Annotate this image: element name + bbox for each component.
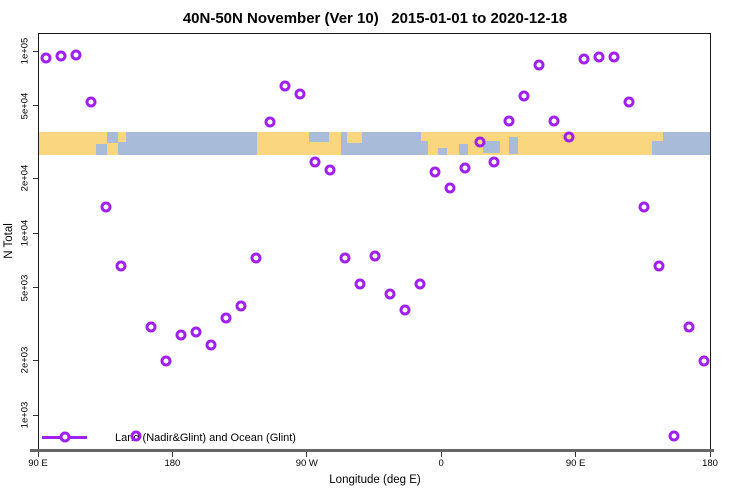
data-point bbox=[563, 131, 575, 143]
map-band bbox=[39, 131, 710, 155]
x-axis-tick bbox=[440, 451, 442, 457]
data-point bbox=[638, 201, 650, 213]
x-axis-tick bbox=[709, 451, 711, 457]
data-point bbox=[399, 304, 411, 316]
data-point bbox=[384, 288, 396, 300]
data-point bbox=[339, 252, 351, 264]
y-axis-title: N Total bbox=[3, 223, 15, 259]
x-axis-baseline bbox=[30, 449, 714, 452]
data-point bbox=[235, 300, 247, 312]
data-point bbox=[220, 312, 232, 324]
water-patch bbox=[509, 137, 519, 154]
y-axis-tick bbox=[33, 177, 38, 179]
data-point bbox=[100, 201, 112, 213]
data-point bbox=[294, 88, 306, 100]
data-point bbox=[414, 278, 426, 290]
x-axis-tick bbox=[171, 451, 173, 457]
data-point bbox=[85, 96, 97, 108]
land-segment bbox=[346, 131, 362, 144]
water-patch bbox=[95, 144, 107, 155]
data-point bbox=[623, 96, 635, 108]
chart-title: 40N-50N November (Ver 10) 2015-01-01 to … bbox=[182, 10, 568, 27]
y-axis-tick-label: 5e+03 bbox=[19, 274, 31, 302]
plot-area: Land (Nadir&Glint) and Ocean (Glint) bbox=[38, 33, 711, 450]
data-point bbox=[488, 156, 500, 168]
y-axis-tick bbox=[33, 287, 38, 289]
y-axis-tick bbox=[33, 359, 38, 361]
land-segment bbox=[39, 131, 107, 155]
water-patch bbox=[482, 140, 501, 153]
data-point bbox=[40, 52, 52, 64]
y-axis-tick bbox=[33, 105, 38, 107]
data-point bbox=[518, 90, 530, 102]
data-point bbox=[279, 80, 291, 92]
data-point bbox=[175, 329, 187, 341]
data-point bbox=[324, 164, 336, 176]
data-point bbox=[578, 53, 590, 65]
data-point bbox=[145, 321, 157, 333]
x-axis-tick bbox=[37, 451, 39, 457]
data-point bbox=[264, 116, 276, 128]
data-point bbox=[250, 252, 262, 264]
data-point bbox=[593, 51, 605, 63]
data-point bbox=[309, 156, 321, 168]
land-segment bbox=[421, 131, 428, 141]
water-patch bbox=[458, 144, 468, 155]
data-point bbox=[548, 115, 560, 127]
data-point bbox=[683, 321, 695, 333]
data-point bbox=[668, 430, 680, 442]
water-patch bbox=[437, 147, 447, 155]
y-axis-tick-label: 1e+05 bbox=[19, 37, 31, 65]
data-point bbox=[130, 430, 142, 442]
y-axis-tick-label: 5e+04 bbox=[19, 92, 31, 120]
x-axis-tick-label: 90 W bbox=[295, 458, 318, 469]
x-axis-tick-label: 0 bbox=[438, 458, 444, 469]
x-axis-tick-label: 90 E bbox=[28, 458, 48, 469]
data-point bbox=[459, 162, 471, 174]
x-axis-tick bbox=[306, 451, 308, 457]
legend: Land (Nadir&Glint) and Ocean (Glint) bbox=[39, 430, 359, 446]
data-point bbox=[205, 339, 217, 351]
y-axis-tick-label: 1e+03 bbox=[19, 401, 31, 429]
land-segment bbox=[652, 131, 664, 141]
x-axis-tick-label: 90 E bbox=[565, 458, 586, 469]
x-axis-tick bbox=[575, 451, 577, 457]
water-patch bbox=[309, 131, 329, 143]
land-segment bbox=[118, 131, 127, 143]
y-axis-tick bbox=[33, 232, 38, 234]
x-axis-tick-label: 180 bbox=[702, 458, 718, 469]
data-point bbox=[160, 355, 172, 367]
data-point bbox=[354, 278, 366, 290]
y-axis-tick-label: 1e+04 bbox=[19, 219, 31, 247]
x-axis-title: Longitude (deg E) bbox=[329, 474, 421, 486]
x-axis-tick-label: 180 bbox=[164, 458, 181, 469]
data-point bbox=[429, 166, 441, 178]
y-axis-tick-label: 2e+04 bbox=[19, 164, 31, 192]
land-segment bbox=[106, 143, 119, 155]
data-point bbox=[533, 59, 545, 71]
data-point bbox=[444, 182, 456, 194]
legend-label: Land (Nadir&Glint) and Ocean (Glint) bbox=[115, 431, 296, 444]
data-point bbox=[608, 51, 620, 63]
data-point bbox=[190, 326, 202, 338]
data-point bbox=[503, 115, 515, 127]
y-axis-tick bbox=[33, 50, 38, 52]
y-axis-tick bbox=[33, 414, 38, 416]
data-point bbox=[70, 49, 82, 61]
y-axis-tick-label: 2e+03 bbox=[19, 346, 31, 374]
data-point bbox=[698, 355, 710, 367]
data-point bbox=[55, 50, 67, 62]
data-point bbox=[115, 260, 127, 272]
data-point bbox=[474, 136, 486, 148]
data-point bbox=[369, 250, 381, 262]
data-point bbox=[653, 260, 665, 272]
legend-marker-icon bbox=[59, 431, 70, 443]
